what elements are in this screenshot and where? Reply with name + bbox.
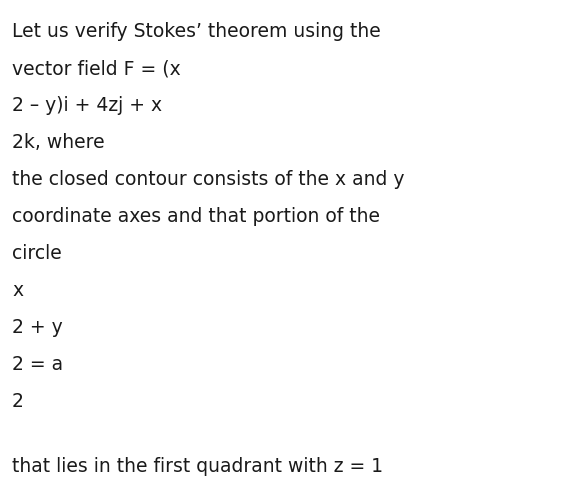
Text: 2 + y: 2 + y xyxy=(12,318,63,337)
Text: x: x xyxy=(12,281,23,300)
Text: 2 – y)i + 4zj + x: 2 – y)i + 4zj + x xyxy=(12,96,162,115)
Text: 2k, where: 2k, where xyxy=(12,133,105,152)
Text: 2 = a: 2 = a xyxy=(12,355,63,374)
Text: vector field F = (x: vector field F = (x xyxy=(12,59,181,78)
Text: 2: 2 xyxy=(12,392,24,411)
Text: that lies in the first quadrant with z = 1: that lies in the first quadrant with z =… xyxy=(12,457,383,476)
Text: Let us verify Stokes’ theorem using the: Let us verify Stokes’ theorem using the xyxy=(12,22,381,41)
Text: coordinate axes and that portion of the: coordinate axes and that portion of the xyxy=(12,207,380,226)
Text: the closed contour consists of the x and y: the closed contour consists of the x and… xyxy=(12,170,405,189)
Text: circle: circle xyxy=(12,244,62,263)
